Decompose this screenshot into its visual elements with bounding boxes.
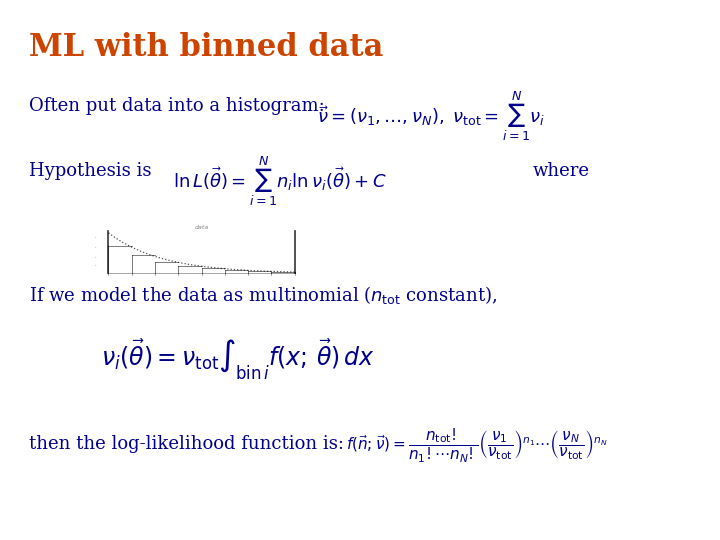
Text: $\nu_i(\vec{\theta}) = \nu_{\mathrm{tot}} \int_{\mathrm{bin}\,i} f(x;\,\vec{\the: $\nu_i(\vec{\theta}) = \nu_{\mathrm{tot}… <box>101 338 374 382</box>
Text: $\ln L(\vec{\theta}) = \sum_{i=1}^{N} n_i \ln \nu_i(\vec{\theta}) + C$: $\ln L(\vec{\theta}) = \sum_{i=1}^{N} n_… <box>173 154 387 207</box>
Text: Often put data into a histogram:: Often put data into a histogram: <box>29 97 325 115</box>
Text: $\cdot$: $\cdot$ <box>94 245 97 249</box>
Text: ML with binned data: ML with binned data <box>29 32 383 63</box>
Text: Hypothesis is: Hypothesis is <box>29 162 151 180</box>
Text: $\vec{\nu} = (\nu_1, \ldots, \nu_N),\; \nu_{\mathrm{tot}} = \sum_{i=1}^{N} \nu_i: $\vec{\nu} = (\nu_1, \ldots, \nu_N),\; \… <box>317 89 545 143</box>
Text: where: where <box>533 162 590 180</box>
Text: $f(\vec{n};\vec{\nu}) = \dfrac{n_{\mathrm{tot}}!}{n_1!\cdots n_N!}\left(\dfrac{\: $f(\vec{n};\vec{\nu}) = \dfrac{n_{\mathr… <box>346 427 608 465</box>
Text: data: data <box>194 225 209 230</box>
Text: $\cdot$: $\cdot$ <box>94 262 97 267</box>
Text: If we model the data as multinomial ($n_{\mathrm{tot}}$ constant),: If we model the data as multinomial ($n_… <box>29 284 497 306</box>
Text: $\cdot$: $\cdot$ <box>94 234 97 239</box>
Text: $\cdot$: $\cdot$ <box>94 254 97 259</box>
Text: then the log-likelihood function is:: then the log-likelihood function is: <box>29 435 344 453</box>
